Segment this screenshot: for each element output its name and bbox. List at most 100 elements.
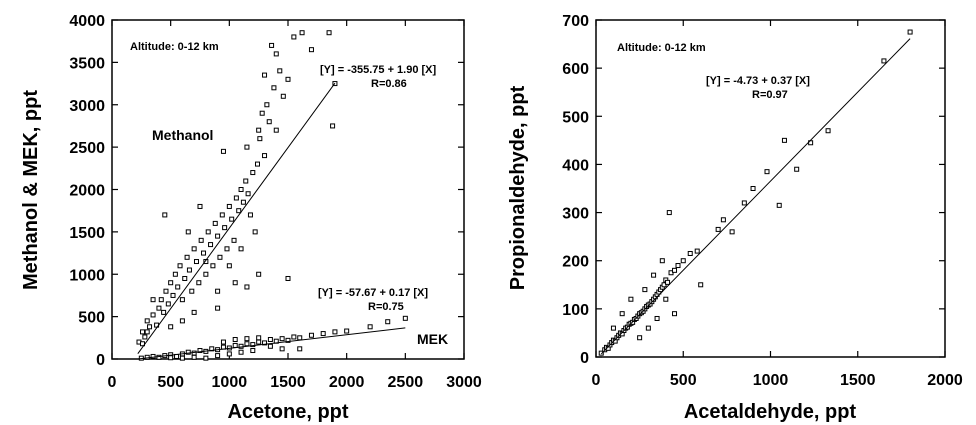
right-series-0-point: [781, 137, 787, 143]
methanol-point: [219, 212, 225, 218]
methanol-point: [264, 102, 270, 108]
mek-point: [297, 335, 303, 341]
methanol-point: [222, 225, 228, 231]
right-series-0-point: [666, 210, 672, 216]
methanol-point: [168, 280, 174, 286]
right-series-0-point: [776, 202, 782, 208]
right-series-0-point: [672, 267, 678, 273]
mek-point: [267, 343, 273, 349]
right-series-0-point: [663, 296, 669, 302]
methanol-point: [285, 76, 291, 82]
left-x-tick-label: 2000: [329, 374, 365, 391]
mek-r-value: R=0.75: [368, 301, 404, 313]
left-altitude-annotation: Altitude: 0-12 km: [130, 41, 219, 53]
right-series-0-point: [598, 350, 604, 356]
left-y-tick-label: 1500: [69, 225, 105, 242]
left-chart: 0 500 1000 1500 2000 2500 3000 0 500 1000 1500 200…: [20, 13, 482, 423]
methanol-point: [162, 212, 168, 218]
methanol-point: [240, 199, 246, 205]
methanol-point: [165, 301, 171, 307]
methanol-point: [175, 284, 181, 290]
mek-point: [232, 337, 238, 343]
methanol-point: [217, 254, 223, 260]
left-x-tick-label: 1000: [212, 374, 248, 391]
methanol-equation: [Y] = -355.75 + 1.90 [X]: [320, 64, 437, 76]
mek-point: [226, 351, 232, 357]
methanol-point: [177, 263, 183, 269]
right-series-0-point: [698, 282, 704, 288]
right-series-0-point: [675, 263, 681, 269]
right-series-0-point: [680, 258, 686, 264]
mek-point: [385, 319, 391, 325]
mek-point: [267, 337, 273, 343]
methanol-point: [308, 47, 314, 53]
right-y-tick-label: 600: [562, 61, 589, 78]
methanol-point: [203, 271, 209, 277]
methanol-point: [150, 312, 156, 318]
mek-point: [179, 355, 185, 361]
left-y-ticks: 0 500 1000 1500 2000 2500 3000 3500 4000: [69, 13, 464, 369]
methanol-point: [205, 229, 211, 235]
methanol-point: [215, 305, 221, 311]
right-x-tick-label: 2000: [927, 372, 963, 389]
methanol-point: [236, 208, 242, 214]
methanol-point: [210, 263, 216, 269]
methanol-point: [179, 297, 185, 303]
methanol-point: [191, 246, 197, 252]
right-series-0-point: [741, 200, 747, 206]
methanol-point: [215, 233, 221, 239]
mek-point: [279, 336, 285, 342]
right-series-0-point: [654, 315, 660, 321]
methanol-point: [262, 72, 268, 78]
right-series-0-point: [619, 311, 625, 317]
mek-point: [320, 331, 326, 337]
left-y-tick-label: 3500: [69, 55, 105, 72]
left-y-tick-label: 4000: [69, 13, 105, 30]
methanol-point: [259, 110, 265, 116]
methanol-point: [273, 51, 279, 57]
methanol-point: [186, 267, 192, 273]
methanol-point: [243, 178, 249, 184]
mek-point: [308, 332, 314, 338]
right-series-0-point: [715, 226, 721, 232]
mek-point: [332, 329, 338, 335]
methanol-point: [158, 297, 164, 303]
left-x-tick-label: 0: [108, 374, 117, 391]
methanol-point: [280, 93, 286, 99]
methanol-point: [156, 305, 162, 311]
methanol-point: [262, 153, 268, 159]
right-y-tick-label: 0: [580, 350, 589, 367]
methanol-point: [163, 288, 169, 294]
right-y-tick-label: 700: [562, 13, 589, 30]
right-chart: 0 500 1000 1500 2000 0100200300400500600700 …: [507, 13, 963, 423]
right-series-0-point: [651, 272, 657, 278]
methanol-point: [266, 119, 272, 125]
methanol-point: [256, 127, 262, 133]
methanol-point: [326, 30, 332, 36]
methanol-point: [277, 68, 283, 74]
right-series-0-point: [637, 335, 643, 341]
methanol-point: [184, 254, 190, 260]
left-x-tick-label: 1500: [270, 374, 306, 391]
left-x-tick-label: 2500: [388, 374, 424, 391]
left-y-tick-label: 2000: [69, 183, 105, 200]
mek-point: [279, 346, 285, 352]
methanol-point: [291, 34, 297, 40]
right-series-0-point: [628, 296, 634, 302]
left-data-marks: [136, 30, 408, 361]
methanol-point: [182, 275, 188, 281]
left-x-ticks: 0 500 1000 1500 2000 2500 3000: [108, 20, 482, 391]
methanol-point: [226, 203, 232, 209]
right-series-0-point: [794, 166, 800, 172]
methanol-point: [142, 334, 148, 340]
methanol-point: [168, 324, 174, 330]
right-x-ticks: 0 500 1000 1500 2000: [592, 20, 963, 389]
mek-point: [256, 339, 262, 345]
right-series-0-point: [694, 248, 700, 254]
methanol-point: [256, 271, 262, 277]
left-y-tick-label: 500: [78, 310, 105, 327]
left-y-axis-title: Methanol & MEK, ppt: [20, 90, 42, 290]
methanol-point: [250, 170, 256, 176]
right-series-0-point: [720, 217, 726, 223]
methanol-point: [172, 271, 178, 277]
